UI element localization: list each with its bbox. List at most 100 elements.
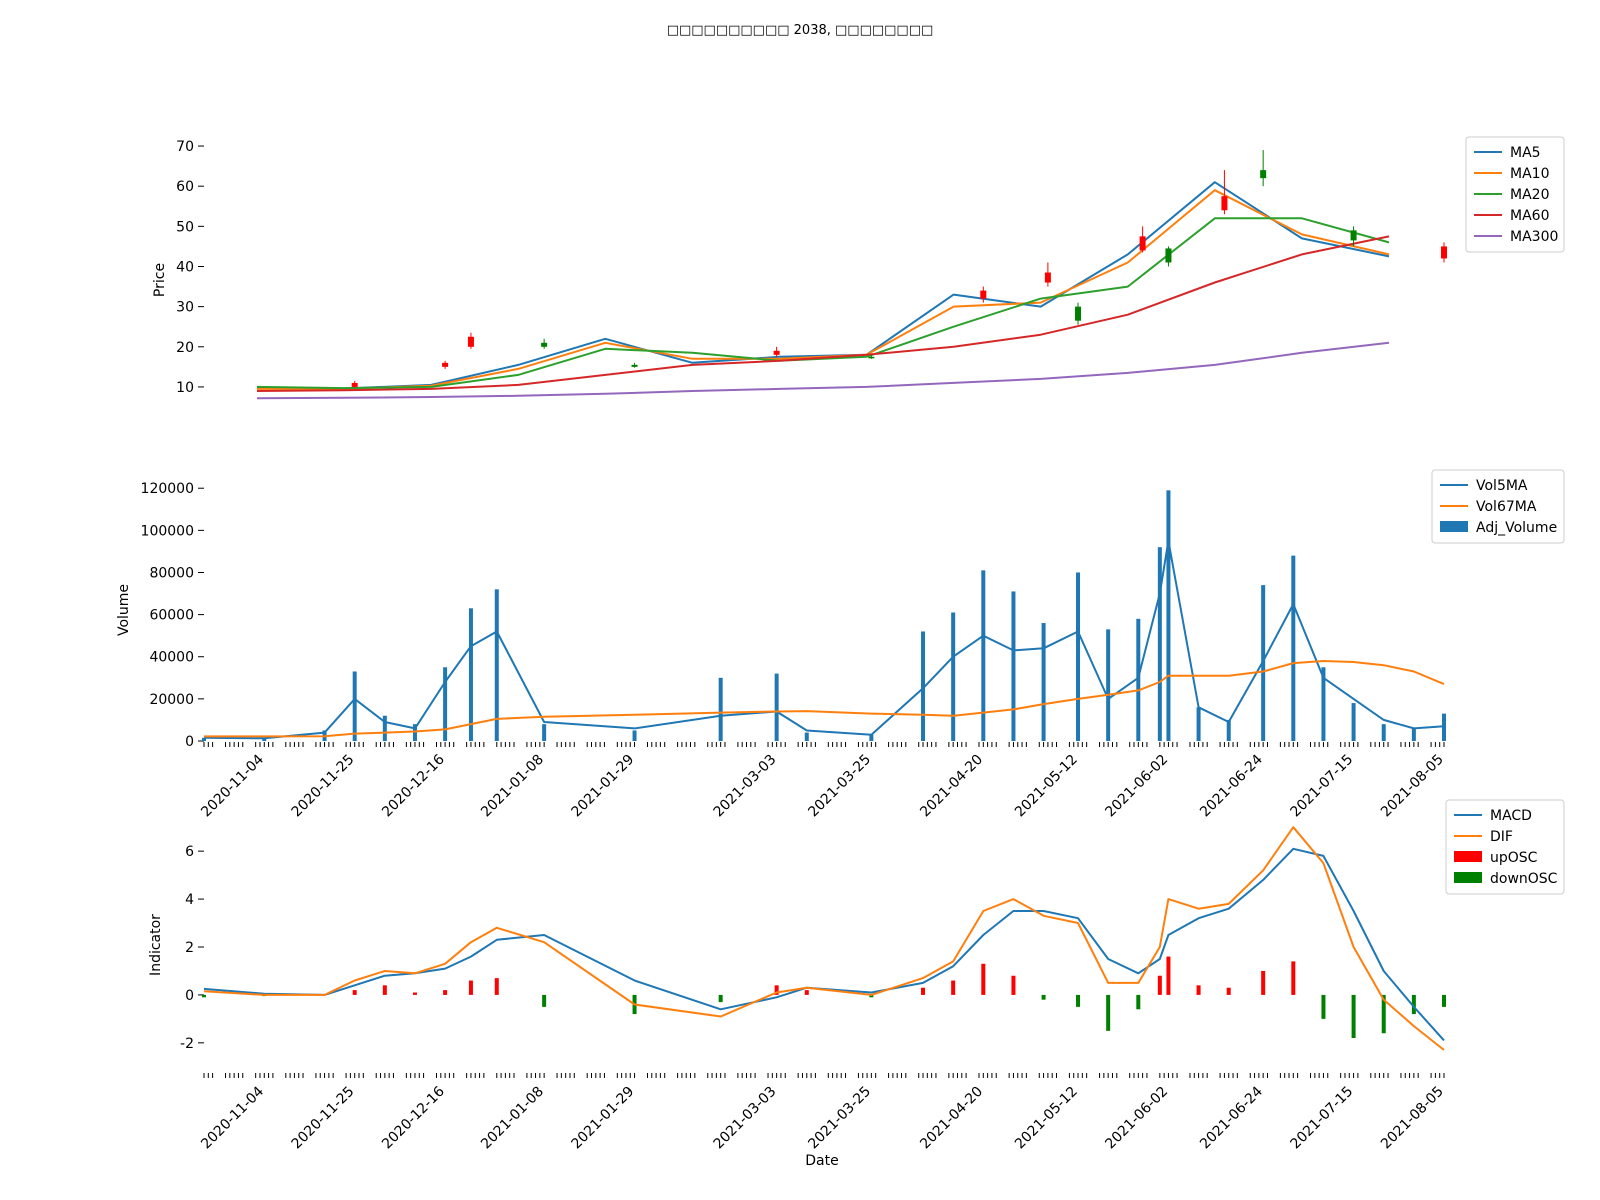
candle-body — [1165, 248, 1172, 263]
volume-bar — [1291, 555, 1296, 741]
candle-body — [1441, 246, 1447, 259]
volume-bar — [804, 732, 809, 741]
volume-bar — [869, 734, 874, 741]
indicator-ytick-label: 2 — [185, 940, 194, 956]
osc-bar-downosc — [1442, 994, 1446, 1007]
price-ytick-label: 10 — [176, 380, 194, 396]
series-line-vol67ma — [204, 660, 1445, 738]
volume-ylabel: Volume — [116, 584, 132, 636]
osc-bar-downosc — [1411, 994, 1416, 1015]
osc-bar-uposc — [1196, 985, 1201, 995]
volume-ytick-label: 80000 — [149, 565, 194, 581]
indicator-legend-swatch — [1454, 851, 1482, 862]
osc-bar-downosc — [202, 994, 206, 998]
volume-bar — [1136, 618, 1141, 741]
volume-bar — [718, 677, 723, 741]
volume-bar — [1442, 713, 1446, 741]
price-legend-label: MA5 — [1510, 145, 1541, 161]
osc-bar-uposc — [981, 963, 986, 995]
volume-bar — [1157, 547, 1162, 741]
volume-bar — [1011, 591, 1016, 741]
volume-bar — [1196, 707, 1201, 741]
volume-ytick-label: 20000 — [149, 692, 194, 708]
volume-bar — [202, 737, 206, 741]
volume-panel: 0 20000 40000 60000 80000 100000 120000 2020-11… — [141, 469, 1565, 821]
indicator-ytick-label: -2 — [180, 1036, 194, 1052]
series-line-ma300 — [256, 341, 1390, 400]
osc-bar-uposc — [382, 985, 387, 995]
indicator-ytick-label: 4 — [185, 892, 194, 908]
volume-bar — [921, 631, 926, 741]
candle-body — [351, 382, 358, 387]
indicator-ytick-label: 6 — [185, 844, 194, 860]
price-panel: 10 20 30 40 50 60 70 MA5 MA10 MA20 MA60 MA300 — [176, 136, 1565, 400]
osc-bar-downosc — [1351, 994, 1356, 1039]
series-line-ma60 — [256, 235, 1390, 392]
volume-ytick-label: 100000 — [141, 523, 194, 539]
volume-bar — [542, 724, 547, 741]
osc-bar-uposc — [1011, 975, 1016, 995]
volume-bar — [352, 671, 357, 741]
series-line-macd — [203, 847, 1445, 1042]
osc-bar-downosc — [1381, 994, 1386, 1034]
indicator-xtick-label: 2021-05-12 — [1012, 1084, 1081, 1153]
volume-xtick-label: 2021-03-03 — [711, 752, 780, 821]
volume-bar — [1351, 703, 1356, 741]
price-legend-label: MA10 — [1510, 166, 1549, 182]
indicator-legend-label: upOSC — [1490, 850, 1538, 866]
indicator-legend-label: downOSC — [1490, 871, 1558, 887]
osc-bar-uposc — [412, 992, 417, 995]
indicator-ytick-label: 0 — [185, 988, 194, 1004]
series-line-dif — [203, 826, 1445, 1051]
price-legend-box — [1465, 136, 1565, 253]
volume-bar — [1226, 719, 1231, 741]
candle-body — [1221, 196, 1228, 211]
osc-bar-uposc — [1291, 961, 1296, 995]
candle-body — [541, 342, 548, 347]
volume-bar — [468, 608, 473, 741]
osc-bar-downosc — [869, 994, 874, 998]
volume-bar — [632, 730, 637, 741]
osc-bar-downosc — [718, 994, 723, 1003]
indicator-legend-label: MACD — [1490, 808, 1532, 824]
price-legend-label: MA60 — [1510, 208, 1549, 224]
osc-bar-downosc — [1076, 994, 1081, 1007]
volume-xtick-label: 2020-11-04 — [198, 751, 267, 820]
osc-bar-downosc — [1321, 994, 1326, 1019]
indicator-ylabel: Indicator — [148, 914, 164, 976]
indicator-xtick-label: 2020-11-25 — [289, 1084, 358, 1153]
osc-bar-uposc — [804, 990, 809, 995]
price-ylabel: Price — [152, 263, 168, 297]
osc-bar-uposc — [468, 980, 473, 995]
indicator-legend-label: DIF — [1490, 829, 1513, 845]
indicator-xtick-label: 2021-06-24 — [1197, 1083, 1266, 1152]
osc-bar-uposc — [921, 987, 926, 995]
osc-bar-uposc — [1261, 970, 1266, 995]
price-ytick-label: 70 — [176, 139, 194, 155]
volume-bar — [1166, 490, 1171, 741]
indicator-legend-swatch — [1454, 872, 1482, 883]
volume-xtick-label: 2021-05-12 — [1012, 752, 1081, 821]
volume-bar — [981, 570, 986, 741]
osc-bar-uposc — [1166, 956, 1171, 995]
volume-ytick-label: 60000 — [149, 608, 194, 624]
volume-bar — [1041, 623, 1046, 741]
volume-xtick-label: 2021-06-02 — [1102, 752, 1171, 821]
osc-bar-downosc — [542, 994, 547, 1007]
osc-bar-uposc — [774, 985, 779, 995]
series-line-vol5ma — [203, 539, 1445, 740]
volume-bar — [774, 673, 779, 741]
volume-legend-label: Vol5MA — [1476, 478, 1528, 494]
price-ytick-label: 60 — [176, 179, 194, 195]
candle-body — [631, 364, 638, 367]
candle-body — [1260, 170, 1267, 179]
osc-bar-downosc — [1136, 994, 1141, 1010]
candle-body — [868, 356, 875, 359]
candle-body — [1350, 230, 1357, 241]
candle-body — [980, 290, 987, 299]
volume-legend-swatch — [1440, 521, 1468, 532]
candle-body — [1139, 236, 1146, 251]
candle-body — [773, 350, 780, 355]
price-ytick-label: 30 — [176, 300, 194, 316]
osc-bar-uposc — [443, 990, 448, 995]
